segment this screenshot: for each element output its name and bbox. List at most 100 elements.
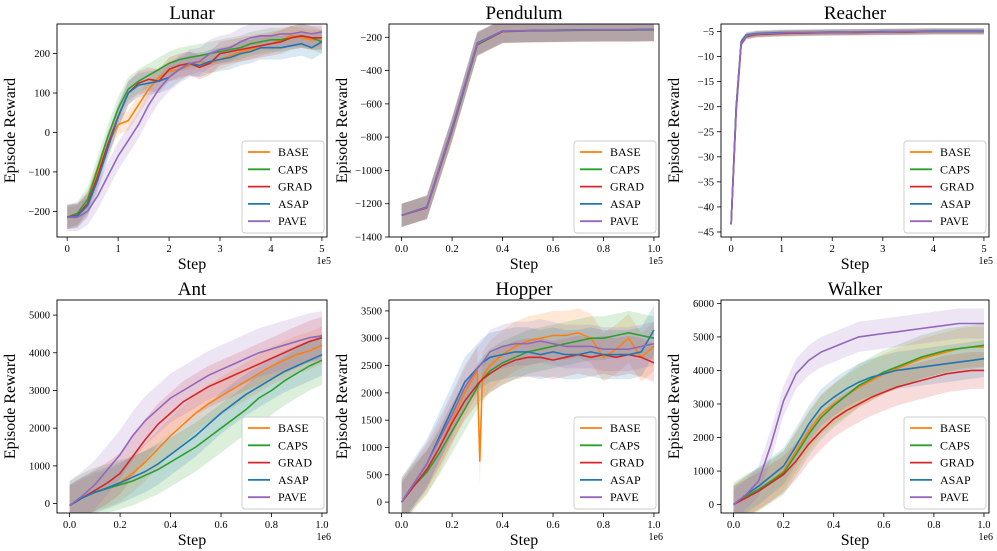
series-line-pave <box>67 31 323 219</box>
series-line-grad <box>69 336 323 507</box>
x-tick-label: 1 <box>116 244 121 255</box>
y-tick-label: −1400 <box>355 233 382 244</box>
series-line-grad <box>733 369 984 506</box>
x-offset-text: 1e6 <box>317 532 331 543</box>
series-line-pave <box>733 322 984 506</box>
legend-label: BASE <box>940 421 971 435</box>
x-offset-text: 1e6 <box>979 532 993 543</box>
series-line-pave <box>401 28 655 217</box>
y-axis-label: Episode Reward <box>666 78 683 183</box>
legend-label: PAVE <box>610 214 639 228</box>
plot-area <box>401 24 655 227</box>
legend-frame <box>903 140 987 234</box>
chart-title: Pendulum <box>485 3 562 24</box>
legend-label: ASAP <box>278 473 309 487</box>
y-tick-label: −5 <box>703 27 714 38</box>
plot-area <box>69 311 323 513</box>
series-line-grad <box>400 353 655 503</box>
x-tick-label: 1 <box>779 244 784 255</box>
legend-label: BASE <box>278 421 309 435</box>
y-tick-label: 500 <box>366 470 382 481</box>
legend-frame <box>241 416 325 510</box>
y-tick-label: −400 <box>360 66 382 77</box>
y-tick-label: 1000 <box>361 443 382 454</box>
x-axis-label: Step <box>178 532 206 549</box>
x-tick-label: 0.8 <box>927 520 940 531</box>
y-tick-label: 0 <box>45 128 50 139</box>
x-tick-label: 0.2 <box>114 520 127 531</box>
legend-label: GRAD <box>278 456 312 470</box>
x-offset-text: 1e5 <box>979 256 993 267</box>
x-tick-label: 0.4 <box>827 520 841 531</box>
y-tick-label: −800 <box>360 133 382 144</box>
x-tick-label: 1.0 <box>315 520 328 531</box>
axes-frame <box>388 23 660 238</box>
legend-label: ASAP <box>610 197 641 211</box>
x-tick-label: 1.0 <box>977 520 990 531</box>
legend-label: BASE <box>278 145 309 159</box>
legend-label: PAVE <box>610 490 639 504</box>
legend-label: PAVE <box>940 490 969 504</box>
legend-label: ASAP <box>940 473 971 487</box>
series-line-caps <box>69 359 323 507</box>
legend-label: CAPS <box>940 438 970 452</box>
x-axis-label: Step <box>178 256 206 273</box>
legend-frame <box>573 140 657 234</box>
band-caps <box>69 335 322 513</box>
series-line-pave <box>400 340 655 503</box>
legend: BASE CAPS GRAD ASAP PAVE <box>903 140 987 234</box>
legend-label: CAPS <box>278 162 308 176</box>
band-pave <box>401 24 654 227</box>
x-tick-label: 0.0 <box>727 520 740 531</box>
series-line-asap <box>67 41 323 219</box>
axes-frame <box>720 23 990 238</box>
x-tick-label: 0.4 <box>496 244 510 255</box>
x-tick-label: 0.0 <box>63 520 76 531</box>
y-tick-label: 3500 <box>361 306 382 317</box>
y-axis-label: Episode Reward <box>334 354 351 459</box>
x-tick-label: 0 <box>65 244 70 255</box>
x-tick-label: 0.8 <box>265 520 278 531</box>
band-grad <box>69 317 322 513</box>
legend-label: PAVE <box>940 214 969 228</box>
x-tick-label: 4 <box>931 244 937 255</box>
band-grad <box>733 352 984 513</box>
y-tick-label: 0 <box>709 500 714 511</box>
x-axis-label: Step <box>841 256 869 273</box>
y-tick-label: −200 <box>360 33 382 44</box>
legend: BASE CAPS GRAD ASAP PAVE <box>573 416 657 510</box>
chart-pendulum: 0.0 0.2 0.4 0.6 0.8 1.0 −1400 −1200 −1000 −800 −60… <box>334 3 663 273</box>
legend-label: PAVE <box>278 214 307 228</box>
axes-frame <box>56 299 328 514</box>
y-tick-label: −600 <box>360 99 382 110</box>
y-tick-label: 5000 <box>29 311 50 322</box>
legend-label: BASE <box>610 145 641 159</box>
x-tick-label: 0.6 <box>214 520 227 531</box>
y-tick-label: 4000 <box>693 366 714 377</box>
band-caps <box>733 323 984 513</box>
x-tick-label: 1.0 <box>647 520 660 531</box>
y-tick-label: 100 <box>34 89 50 100</box>
y-tick-label: 2500 <box>361 361 382 372</box>
legend-label: CAPS <box>610 162 640 176</box>
series-line-pave <box>730 30 984 225</box>
series-line-asap <box>733 357 985 506</box>
y-tick-label: −45 <box>698 227 714 238</box>
y-tick-label: 0 <box>377 498 382 509</box>
x-tick-label: 2 <box>830 244 835 255</box>
legend-label: PAVE <box>278 490 307 504</box>
band-base <box>733 326 984 513</box>
chart-title: Ant <box>178 279 207 300</box>
series-line-caps <box>733 344 985 506</box>
series-line-pave <box>69 335 323 507</box>
x-tick-label: 0.4 <box>164 520 178 531</box>
band-pave <box>69 311 322 513</box>
y-tick-label: 200 <box>34 49 50 60</box>
x-offset-text: 1e5 <box>649 256 663 267</box>
legend-label: GRAD <box>610 180 644 194</box>
legend-label: CAPS <box>610 438 640 452</box>
x-tick-label: 0.6 <box>546 244 559 255</box>
y-tick-label: 1000 <box>693 467 714 478</box>
legend-label: GRAD <box>940 180 974 194</box>
